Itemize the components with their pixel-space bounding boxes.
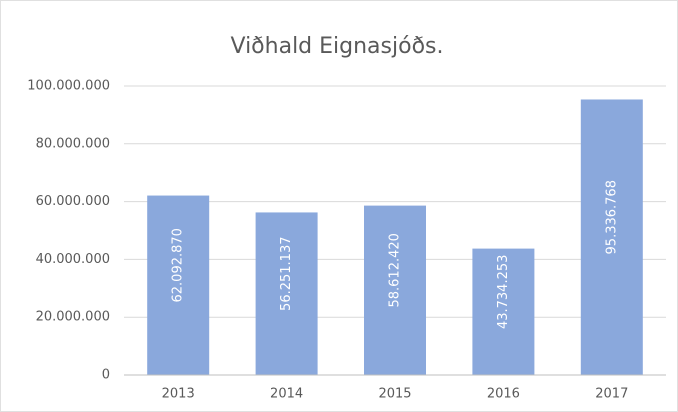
value-label: 95.336.768: [604, 180, 619, 254]
value-label: 43.734.253: [496, 255, 511, 329]
y-tick-label: 100.000.000: [27, 79, 110, 94]
bar: [255, 212, 318, 375]
y-tick-label: 20.000.000: [36, 310, 110, 325]
bar: [472, 248, 535, 375]
y-tick-label: 0: [102, 368, 110, 383]
bar: [580, 99, 643, 375]
x-tick-label: 2017: [595, 387, 628, 402]
chart-title: Viðhald Eignasjóðs.: [231, 34, 444, 59]
x-tick-label: 2015: [378, 387, 411, 402]
value-label: 56.251.137: [279, 236, 294, 310]
value-label: 58.612.420: [388, 233, 403, 307]
y-tick-label: 60.000.000: [36, 194, 110, 209]
x-tick-label: 2014: [270, 387, 303, 402]
x-tick-label: 2013: [162, 387, 195, 402]
bar: [364, 205, 426, 375]
y-tick-label: 80.000.000: [36, 136, 110, 151]
y-tick-label: 40.000.000: [36, 252, 110, 267]
x-tick-label: 2016: [487, 387, 520, 402]
value-label: 62.092.870: [171, 228, 186, 302]
bar: [147, 195, 210, 375]
